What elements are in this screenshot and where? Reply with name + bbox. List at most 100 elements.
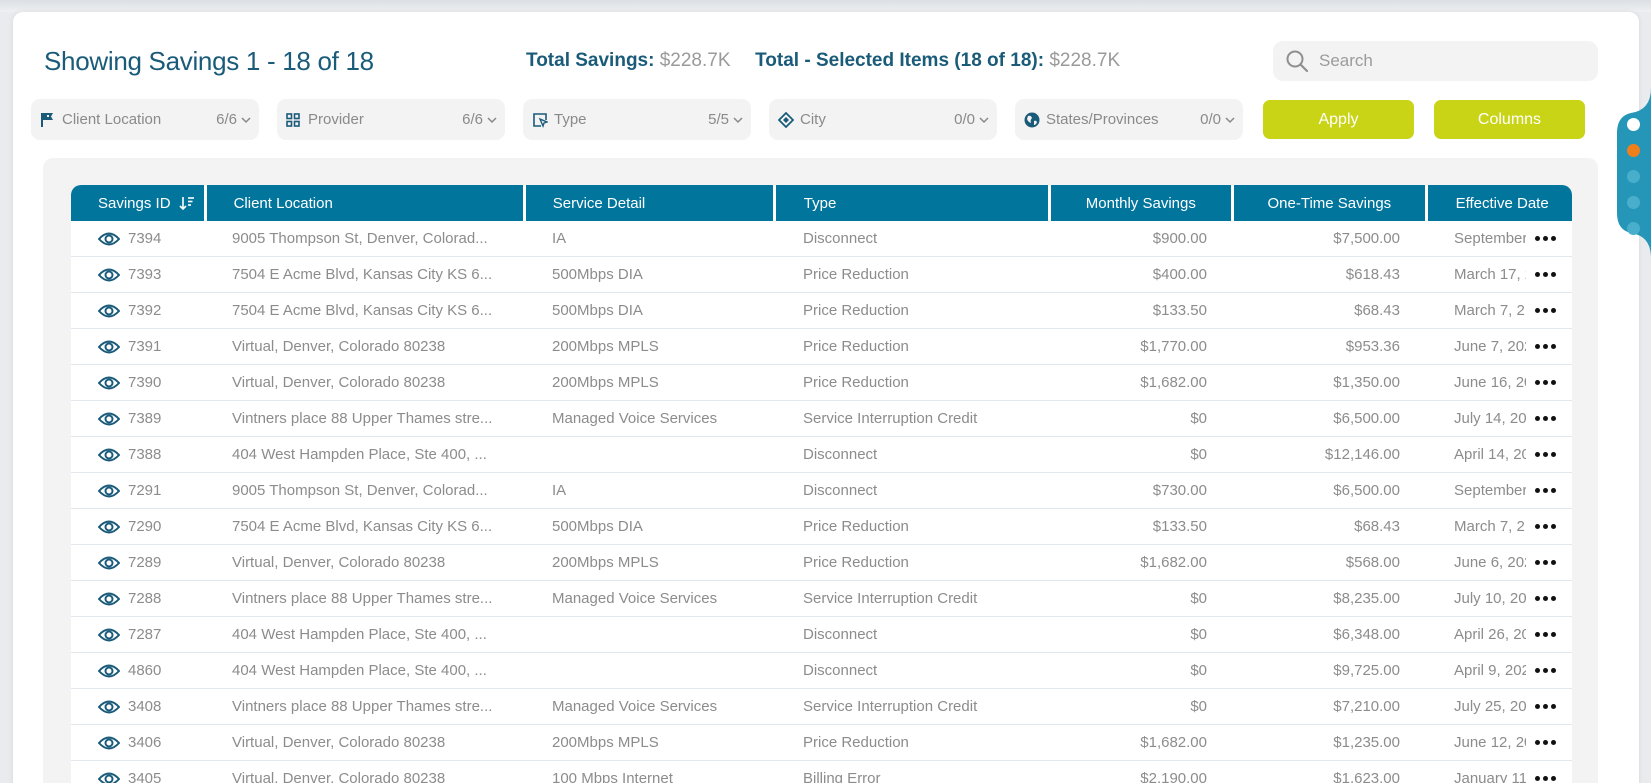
- table-row[interactable]: 7289 Virtual, Denver, Colorado 80238 200Mb…: [71, 545, 1572, 581]
- grid-icon: [286, 112, 302, 128]
- more-options-icon[interactable]: [1535, 308, 1556, 313]
- more-options-icon[interactable]: [1535, 236, 1556, 241]
- cell-client-location: 7504 E Acme Blvd, Kansas City KS 6...: [232, 518, 493, 535]
- eye-icon[interactable]: [98, 411, 120, 427]
- cell-effective-date: March 17, 2: [1426, 257, 1572, 293]
- more-options-icon[interactable]: [1535, 668, 1556, 673]
- column-header-monthly-savings[interactable]: Monthly Savings: [1050, 185, 1232, 221]
- search-box[interactable]: [1273, 41, 1598, 81]
- effective-date: March 17, 2: [1454, 266, 1526, 283]
- filter-type[interactable]: Type 5/5: [523, 99, 751, 140]
- table-row[interactable]: 7394 9005 Thompson St, Denver, Colorad...…: [71, 221, 1572, 257]
- eye-icon[interactable]: [98, 627, 120, 643]
- filter-city[interactable]: City 0/0: [769, 99, 997, 140]
- column-header-type[interactable]: Type: [775, 185, 1048, 221]
- sort-descending-icon[interactable]: [178, 195, 195, 211]
- filter-count: 0/0: [954, 111, 975, 128]
- column-header-client-location[interactable]: Client Location: [206, 185, 523, 221]
- eye-icon[interactable]: [98, 555, 120, 571]
- eye-icon[interactable]: [98, 231, 120, 247]
- more-options-icon[interactable]: [1535, 632, 1556, 637]
- cell-savings-id: 7392: [71, 293, 205, 329]
- page-dot-3[interactable]: [1627, 170, 1640, 183]
- eye-icon[interactable]: [98, 447, 120, 463]
- eye-icon[interactable]: [98, 591, 120, 607]
- table-row[interactable]: 7392 7504 E Acme Blvd, Kansas City KS 6..…: [71, 293, 1572, 329]
- more-options-icon[interactable]: [1535, 380, 1556, 385]
- columns-button[interactable]: Columns: [1434, 100, 1585, 139]
- page-dot-5[interactable]: [1627, 222, 1640, 235]
- cell-service-detail: [525, 437, 775, 473]
- table-row[interactable]: 7388 404 West Hampden Place, Ste 400, ...…: [71, 437, 1572, 473]
- more-options-icon[interactable]: [1535, 344, 1556, 349]
- eye-icon[interactable]: [98, 483, 120, 499]
- eye-icon[interactable]: [98, 663, 120, 679]
- page-dot-1[interactable]: [1627, 118, 1640, 131]
- eye-icon[interactable]: [98, 519, 120, 535]
- eye-icon[interactable]: [98, 375, 120, 391]
- eye-icon[interactable]: [98, 699, 120, 715]
- cell-monthly-savings: $0: [1190, 590, 1207, 607]
- cell-type: Service Interruption Credit: [803, 410, 978, 427]
- cell-savings-id: 4860: [71, 653, 205, 689]
- cell-effective-date: July 14, 20: [1426, 401, 1572, 437]
- more-options-icon[interactable]: [1535, 452, 1556, 457]
- table-row[interactable]: 7290 7504 E Acme Blvd, Kansas City KS 6..…: [71, 509, 1572, 545]
- savings-id: 7290: [128, 518, 162, 535]
- table-row[interactable]: 3405 Virtual, Denver, Colorado 80238 100 M…: [71, 761, 1572, 783]
- table-row[interactable]: 7389 Vintners place 88 Upper Thames stre.…: [71, 401, 1572, 437]
- cell-savings-id: 7388: [71, 437, 205, 473]
- more-options-icon[interactable]: [1535, 272, 1556, 277]
- table-row[interactable]: 4860 404 West Hampden Place, Ste 400, ...…: [71, 653, 1572, 689]
- cell-service-detail: 200Mbps MPLS: [552, 338, 659, 355]
- effective-date: April 14, 20: [1454, 446, 1526, 463]
- more-options-icon[interactable]: [1535, 776, 1556, 781]
- search-input[interactable]: [1319, 51, 1579, 71]
- cell-type: Price Reduction: [803, 374, 909, 391]
- effective-date: April 9, 202: [1454, 662, 1526, 679]
- table-row[interactable]: 3408 Vintners place 88 Upper Thames stre.…: [71, 689, 1572, 725]
- eye-icon[interactable]: [98, 267, 120, 283]
- column-header-savings-id[interactable]: Savings ID: [71, 185, 204, 221]
- cell-type: Disconnect: [803, 626, 878, 643]
- eye-icon[interactable]: [98, 303, 120, 319]
- cell-one-time-savings: $1,350.00: [1333, 374, 1400, 391]
- page-dot-2-active[interactable]: [1627, 144, 1640, 157]
- effective-date: September: [1454, 230, 1526, 247]
- page-dot-4[interactable]: [1627, 196, 1640, 209]
- cell-client-location: Virtual, Denver, Colorado 80238: [232, 734, 446, 751]
- apply-button[interactable]: Apply: [1263, 100, 1414, 139]
- filter-states-provinces[interactable]: States/Provinces 0/0: [1015, 99, 1243, 140]
- more-options-icon[interactable]: [1535, 524, 1556, 529]
- column-header-effective-date[interactable]: Effective Date: [1427, 185, 1572, 221]
- eye-icon[interactable]: [98, 339, 120, 355]
- more-options-icon[interactable]: [1535, 560, 1556, 565]
- globe-icon: [1024, 112, 1040, 128]
- table-row[interactable]: 7390 Virtual, Denver, Colorado 80238 200Mb…: [71, 365, 1572, 401]
- table-row[interactable]: 7291 9005 Thompson St, Denver, Colorad...…: [71, 473, 1572, 509]
- filter-count: 5/5: [708, 111, 729, 128]
- cell-effective-date: June 7, 202: [1426, 329, 1572, 365]
- table-row[interactable]: 3406 Virtual, Denver, Colorado 80238 200Mb…: [71, 725, 1572, 761]
- more-options-icon[interactable]: [1535, 596, 1556, 601]
- table-row[interactable]: 7391 Virtual, Denver, Colorado 80238 200Mb…: [71, 329, 1572, 365]
- effective-date: July 14, 20: [1454, 410, 1526, 427]
- column-header-one-time-savings[interactable]: One-Time Savings: [1234, 185, 1425, 221]
- filter-provider[interactable]: Provider 6/6: [277, 99, 505, 140]
- more-options-icon[interactable]: [1535, 740, 1556, 745]
- cell-client-location: 404 West Hampden Place, Ste 400, ...: [232, 446, 487, 463]
- cell-savings-id: 3405: [71, 761, 205, 783]
- table-row[interactable]: 7393 7504 E Acme Blvd, Kansas City KS 6..…: [71, 257, 1572, 293]
- table-row[interactable]: 7287 404 West Hampden Place, Ste 400, ...…: [71, 617, 1572, 653]
- more-options-icon[interactable]: [1535, 704, 1556, 709]
- filter-client-location[interactable]: Client Location 6/6: [31, 99, 259, 140]
- eye-icon[interactable]: [98, 771, 120, 783]
- cell-monthly-savings: $1,682.00: [1140, 734, 1207, 751]
- more-options-icon[interactable]: [1535, 488, 1556, 493]
- more-options-icon[interactable]: [1535, 416, 1556, 421]
- column-header-service-detail[interactable]: Service Detail: [525, 185, 773, 221]
- eye-icon[interactable]: [98, 735, 120, 751]
- table-row[interactable]: 7288 Vintners place 88 Upper Thames stre.…: [71, 581, 1572, 617]
- cell-savings-id: 7389: [71, 401, 205, 437]
- cell-effective-date: June 16, 20: [1426, 365, 1572, 401]
